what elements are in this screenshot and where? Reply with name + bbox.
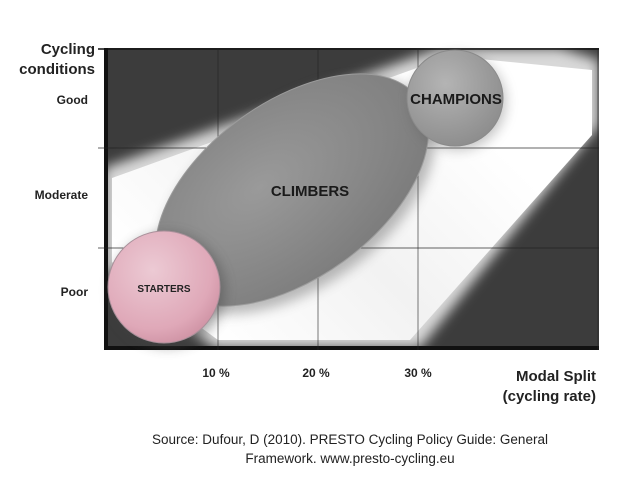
- x-axis-title-line2: (cycling rate): [503, 388, 596, 405]
- source-citation: Source: Dufour, D (2010). PRESTO Cycling…: [120, 430, 580, 468]
- starters-circle: [107, 230, 221, 344]
- champions-label: CHAMPIONS: [410, 91, 502, 108]
- x-tick-20: 20 %: [302, 366, 330, 380]
- x-axis-title-line1: Modal Split: [516, 368, 596, 385]
- y-axis-title-line1: Cycling: [41, 41, 95, 58]
- starters-label: STARTERS: [137, 284, 190, 295]
- y-level-good: Good: [57, 93, 88, 107]
- x-tick-10: 10 %: [202, 366, 230, 380]
- champions-circle: [406, 49, 504, 147]
- y-level-moderate: Moderate: [35, 188, 89, 202]
- source-line-1: Source: Dufour, D (2010). PRESTO Cycling…: [152, 432, 548, 447]
- y-axis-title-line2: conditions: [19, 61, 95, 78]
- x-tick-30: 30 %: [404, 366, 432, 380]
- y-level-poor: Poor: [61, 285, 89, 299]
- climbers-label: CLIMBERS: [271, 183, 349, 200]
- source-line-2: Framework. www.presto-cycling.eu: [245, 451, 455, 466]
